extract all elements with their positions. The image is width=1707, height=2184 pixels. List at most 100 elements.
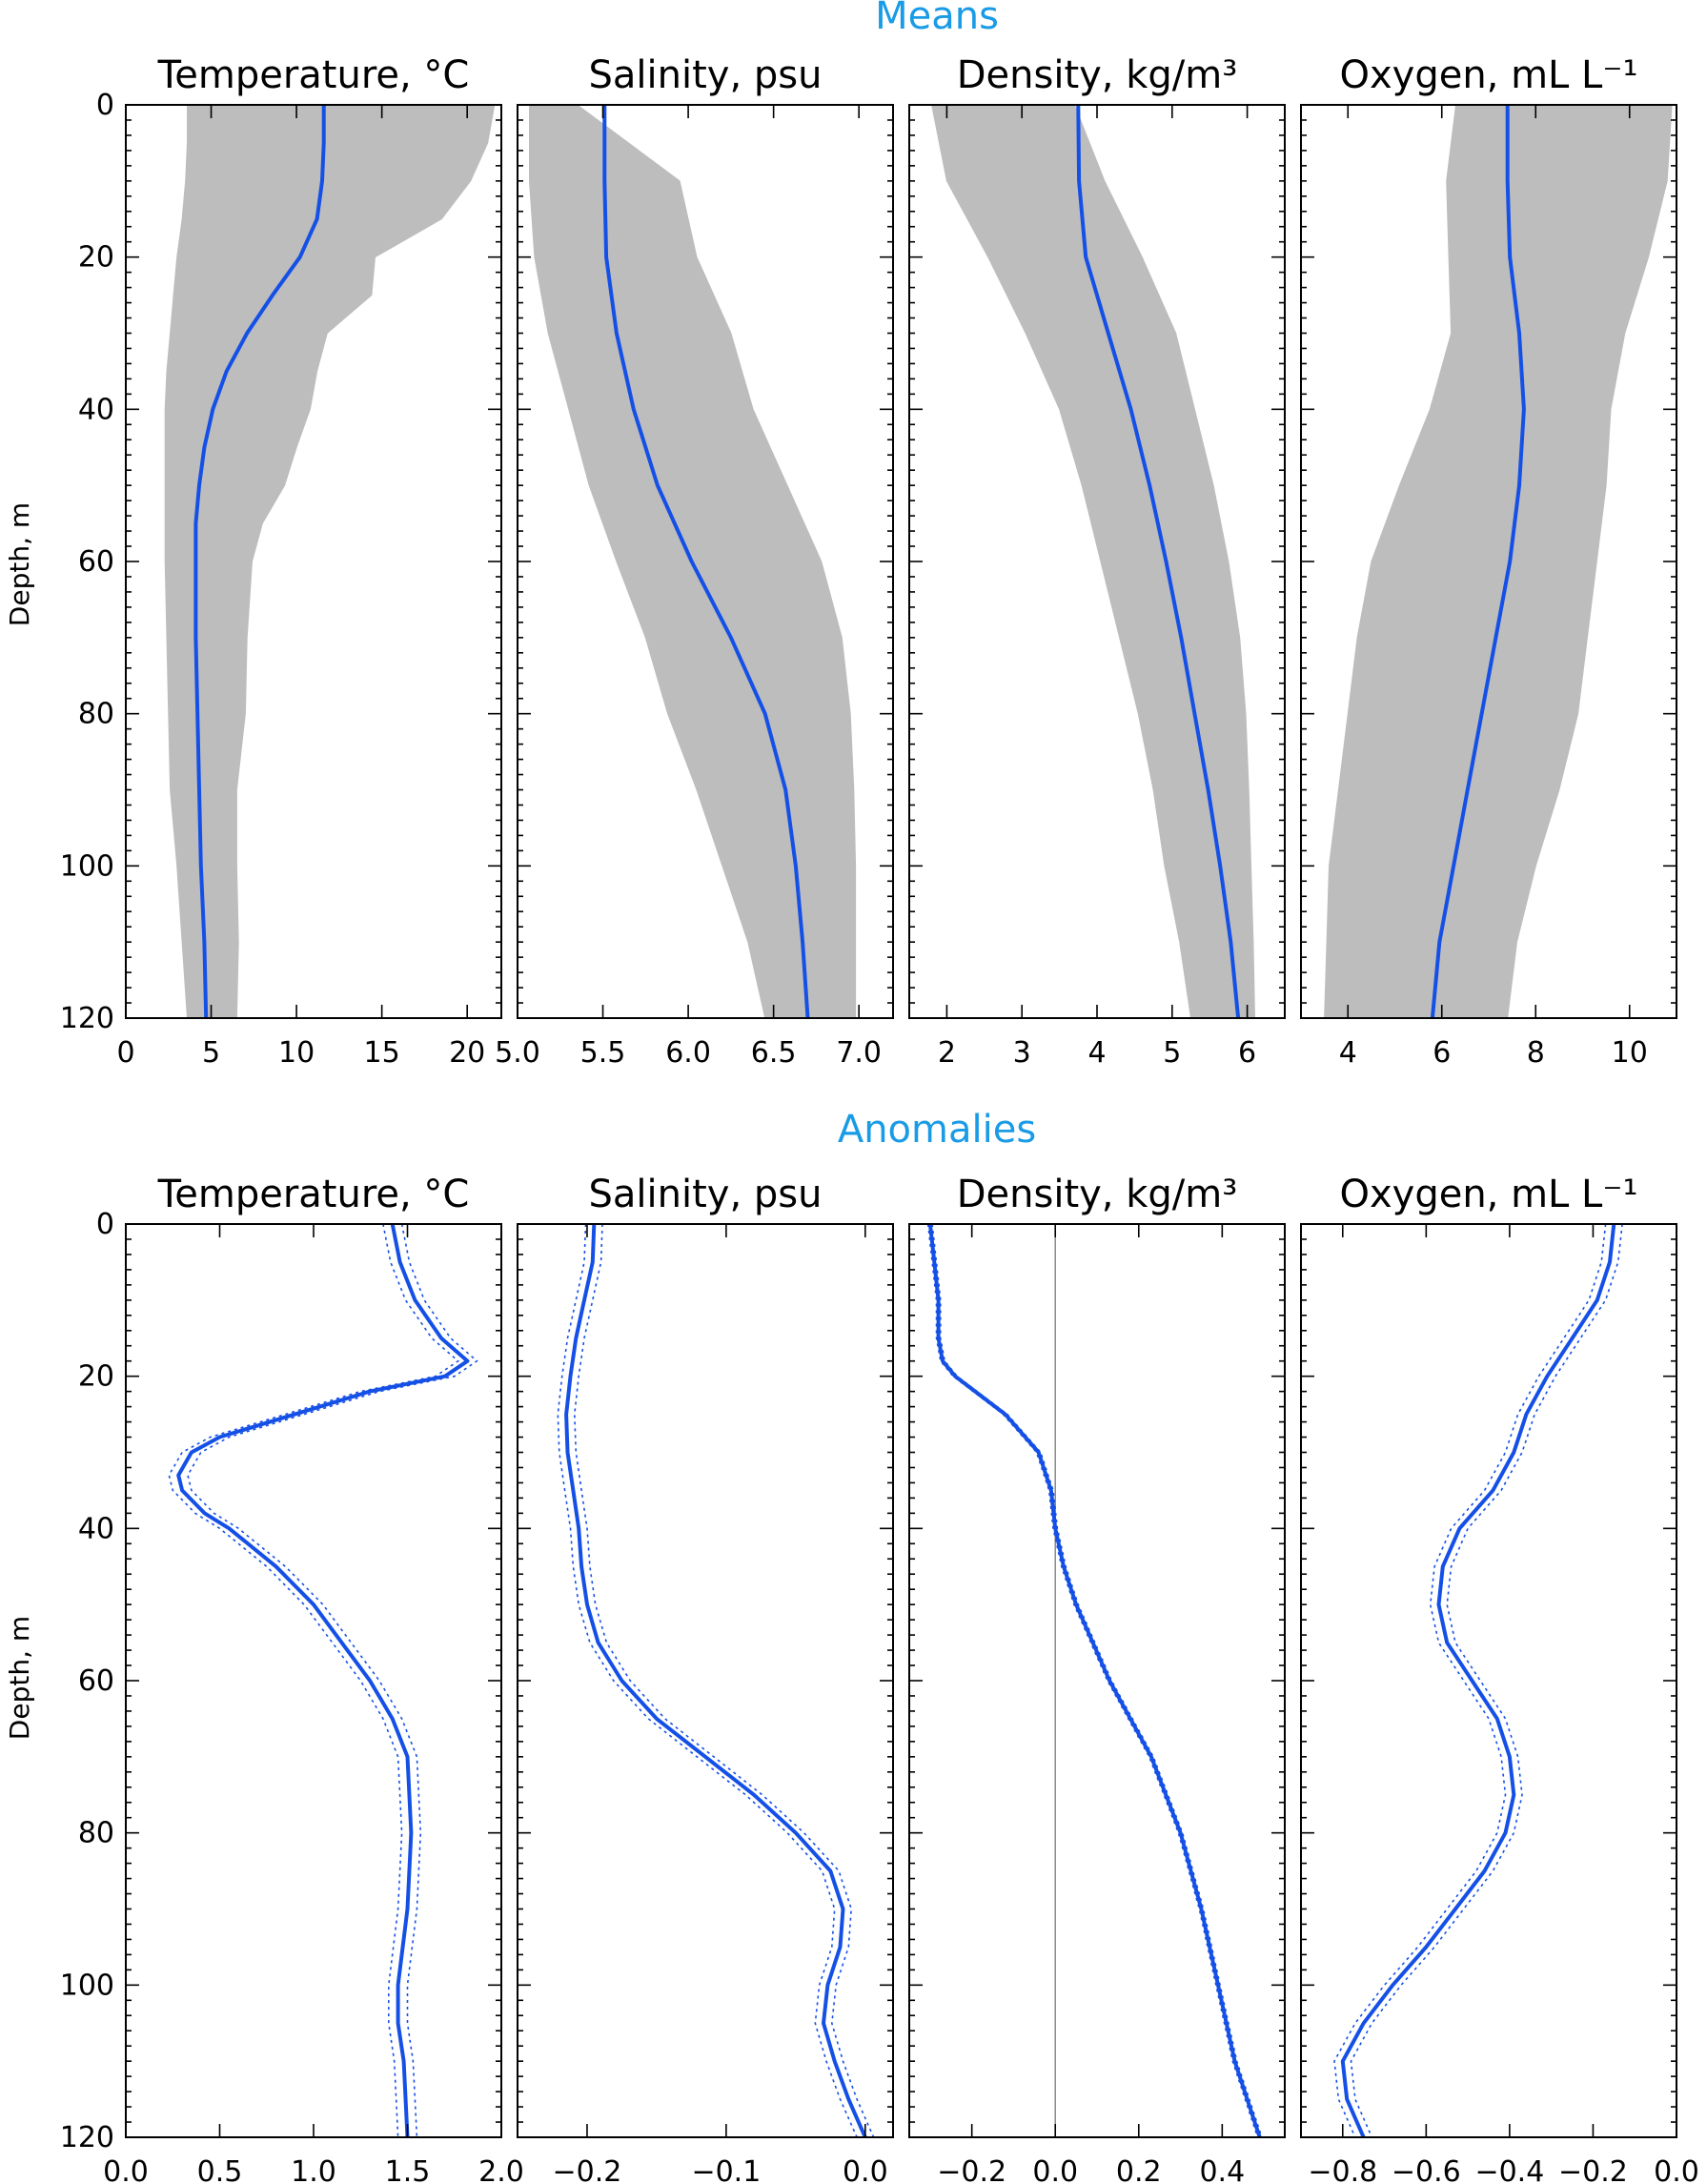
means-salinity-panel: Salinity, psu 5.0 5.5 6.0 6.5 7.0 xyxy=(495,53,894,1070)
means-density-title: Density, kg/m³ xyxy=(957,53,1238,97)
anomalies-salinity-title: Salinity, psu xyxy=(589,1173,823,1216)
means-salinity-x-tick-label: 6.0 xyxy=(665,1036,711,1070)
anomalies-temperature-y-tick-label: 120 xyxy=(60,2121,114,2154)
means-depth-axis-label: Depth, m xyxy=(4,502,35,626)
means-temperature-x-tick-label: 0 xyxy=(116,1036,134,1070)
anomalies-temperature-mean-line xyxy=(176,1224,470,2137)
anomalies-salinity-ci-upper-line xyxy=(573,1224,875,2137)
anomalies-oxygen-title: Oxygen, mL L⁻¹ xyxy=(1339,1173,1637,1216)
anomalies-depth-axis-label: Depth, m xyxy=(4,1616,35,1740)
anomalies-oxygen-x-tick-label: −0.8 xyxy=(1308,2155,1377,2184)
anomalies-temperature-x-tick-label: 2.0 xyxy=(478,2155,524,2184)
anomalies-oxygen-x-tick-label: −0.6 xyxy=(1392,2155,1461,2184)
means-oxygen-x-tick-label: 10 xyxy=(1612,1036,1648,1070)
means-density-plot-area xyxy=(931,105,1256,1018)
means-temperature-profile-spread xyxy=(164,105,496,1018)
anomalies-temperature-plot-area xyxy=(168,1224,478,2137)
anomalies-density-ci-lower-line xyxy=(926,1224,1259,2137)
means-oxygen-x-tick-label: 8 xyxy=(1527,1036,1545,1070)
anomalies-temperature-ci-lower-line xyxy=(168,1224,460,2137)
anomalies-temperature-y-tick-label: 0 xyxy=(96,1208,114,1241)
means-density-x-tick-label: 3 xyxy=(1013,1036,1031,1070)
anomalies-oxygen-x-tick-label: −0.4 xyxy=(1474,2155,1544,2184)
anomalies-temperature-y-tick-label: 80 xyxy=(78,1817,114,1850)
anomalies-oxygen-ci-upper-line xyxy=(1350,1224,1623,2137)
anomalies-salinity-x-tick-label: 0.0 xyxy=(843,2155,888,2184)
anomalies-temperature-x-tick-label: 1.0 xyxy=(291,2155,336,2184)
anomalies-temperature-y-tick-label: 40 xyxy=(78,1512,114,1545)
anomalies-oxygen-mean-line xyxy=(1340,1224,1616,2137)
means-oxygen-x-tick-label: 4 xyxy=(1339,1036,1357,1070)
anomalies-section-title: Anomalies xyxy=(838,1108,1036,1152)
means-oxygen-profile-spread xyxy=(1324,105,1673,1018)
anomalies-temperature-x-tick-label: 0.0 xyxy=(103,2155,149,2184)
means-oxygen-plot-area xyxy=(1324,105,1673,1018)
means-oxygen-panel: Oxygen, mL L⁻¹ 4 6 8 10 xyxy=(1300,53,1677,1070)
means-salinity-x-tick-label: 5.5 xyxy=(580,1036,626,1070)
means-density-x-tick-label: 5 xyxy=(1163,1036,1181,1070)
anomalies-density-ci-upper-line xyxy=(931,1224,1263,2137)
means-temperature-y-tick-label: 40 xyxy=(78,393,114,426)
means-temperature-x-tick-label: 15 xyxy=(364,1036,400,1070)
anomalies-density-mean-line xyxy=(927,1224,1262,2137)
means-temperature-mean-line xyxy=(193,105,326,1018)
anomalies-density-frame xyxy=(908,1223,1286,2138)
means-temperature-y-tick-label: 0 xyxy=(96,89,114,122)
anomalies-density-x-tick-label: 0.4 xyxy=(1199,2155,1245,2184)
means-density-mean-line xyxy=(1076,105,1241,1018)
means-density-x-tick-label: 6 xyxy=(1238,1036,1256,1070)
anomalies-density-x-tick-label: −0.2 xyxy=(937,2155,1006,2184)
anomalies-salinity-x-tick-label: −0.2 xyxy=(553,2155,622,2184)
means-salinity-x-tick-label: 5.0 xyxy=(495,1036,540,1070)
means-temperature-plot-area xyxy=(164,105,496,1018)
means-temperature-y-tick-label: 80 xyxy=(78,698,114,731)
anomalies-temperature-y-tick-label: 100 xyxy=(60,1969,114,2002)
anomalies-temperature-title: Temperature, °C xyxy=(157,1173,470,1216)
anomalies-salinity-x-tick-label: −0.1 xyxy=(691,2155,761,2184)
means-salinity-x-tick-label: 7.0 xyxy=(836,1036,882,1070)
means-temperature-y-tick-label: 120 xyxy=(60,1002,114,1035)
means-section-title: Means xyxy=(875,0,999,38)
anomalies-oxygen-x-tick-label: 0.0 xyxy=(1654,2155,1699,2184)
anomalies-oxygen-frame xyxy=(1300,1223,1677,2138)
means-density-panel: Density, kg/m³ 2 3 4 5 6 xyxy=(908,53,1286,1070)
means-density-x-tick-label: 4 xyxy=(1087,1036,1106,1070)
means-oxygen-x-tick-label: 6 xyxy=(1433,1036,1451,1070)
anomalies-density-panel: Density, kg/m³ −0.2 0.0 0.2 0.4 xyxy=(908,1173,1286,2184)
means-temperature-x-tick-label: 20 xyxy=(449,1036,485,1070)
means-salinity-mean-line xyxy=(602,105,810,1018)
means-salinity-x-tick-label: 6.5 xyxy=(751,1036,797,1070)
anomalies-salinity-ci-lower-line xyxy=(557,1224,858,2137)
means-density-x-tick-label: 2 xyxy=(938,1036,956,1070)
means-temperature-x-tick-label: 5 xyxy=(202,1036,220,1070)
means-salinity-title: Salinity, psu xyxy=(589,53,823,97)
means-temperature-x-tick-label: 10 xyxy=(278,1036,315,1070)
means-salinity-plot-area xyxy=(529,105,857,1018)
anomalies-salinity-panel: Salinity, psu −0.2 −0.1 0.0 xyxy=(517,1173,894,2184)
anomalies-density-x-tick-label: 0.0 xyxy=(1032,2155,1078,2184)
anomalies-temperature-y-tick-label: 60 xyxy=(78,1664,114,1698)
means-density-profile-spread xyxy=(931,105,1256,1018)
anomalies-temperature-frame xyxy=(125,1223,502,2138)
anomalies-temperature-ci-upper-line xyxy=(187,1224,478,2137)
means-temperature-y-tick-label: 60 xyxy=(78,545,114,579)
anomalies-oxygen-panel: Oxygen, mL L⁻¹ −0.8 −0.6 −0.4 −0.2 0.0 xyxy=(1300,1173,1699,2184)
anomalies-salinity-mean-line xyxy=(564,1224,867,2137)
anomalies-oxygen-ci-lower-line xyxy=(1333,1224,1607,2137)
anomalies-temperature-x-tick-label: 1.5 xyxy=(385,2155,431,2184)
means-oxygen-title: Oxygen, mL L⁻¹ xyxy=(1339,53,1637,97)
anomalies-oxygen-plot-area xyxy=(1333,1224,1623,2137)
means-oxygen-mean-line xyxy=(1430,105,1526,1018)
anomalies-oxygen-x-tick-label: −0.2 xyxy=(1558,2155,1628,2184)
anomalies-density-x-tick-label: 0.2 xyxy=(1116,2155,1162,2184)
means-temperature-y-tick-label: 20 xyxy=(78,241,114,275)
means-temperature-y-tick-label: 100 xyxy=(60,849,114,883)
anomalies-density-title: Density, kg/m³ xyxy=(957,1173,1238,1216)
anomalies-temperature-x-tick-label: 0.5 xyxy=(197,2155,243,2184)
anomalies-temperature-y-tick-label: 20 xyxy=(78,1360,114,1394)
anomalies-density-plot-area xyxy=(926,1224,1263,2137)
